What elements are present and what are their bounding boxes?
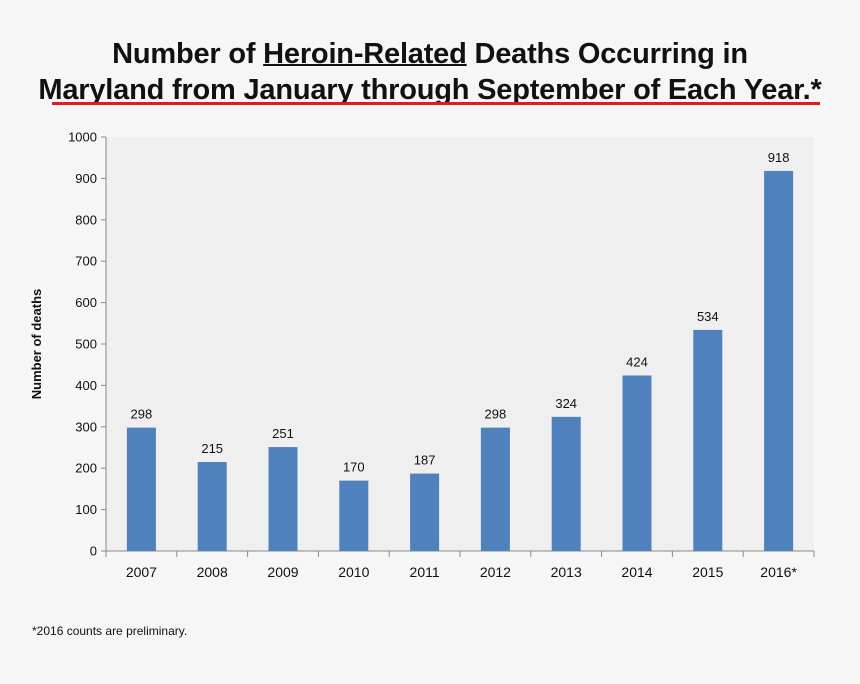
y-tick-label: 600 — [75, 295, 97, 310]
bar-2014 — [622, 375, 652, 551]
data-label: 534 — [697, 309, 719, 324]
y-tick-label: 900 — [75, 171, 97, 186]
x-tick-label: 2012 — [480, 564, 511, 580]
y-tick-label: 200 — [75, 461, 97, 476]
y-tick-label: 1000 — [68, 130, 97, 145]
data-label: 298 — [131, 407, 153, 422]
data-label: 215 — [201, 441, 223, 456]
title-line-2: Maryland from January through September … — [38, 74, 822, 106]
x-tick-label: 2010 — [338, 564, 369, 580]
bar-2013 — [551, 416, 581, 551]
data-label: 298 — [485, 407, 507, 422]
x-tick-label: 2014 — [621, 564, 652, 580]
bar-2012 — [480, 427, 510, 551]
bar-2015 — [693, 329, 723, 551]
data-label: 918 — [768, 150, 790, 165]
x-tick-label: 2011 — [410, 564, 440, 580]
data-label: 251 — [272, 426, 294, 441]
x-tick-label: 2013 — [551, 564, 582, 580]
y-tick-label: 500 — [75, 337, 97, 352]
bar-2007 — [126, 427, 156, 551]
y-tick-label: 300 — [75, 419, 97, 434]
x-tick-label: 2009 — [267, 564, 298, 580]
data-label: 187 — [414, 453, 436, 468]
y-tick-label: 100 — [75, 502, 97, 517]
data-label: 324 — [555, 396, 577, 411]
title-line-1: Number of Heroin-Related Deaths Occurrin… — [112, 38, 748, 70]
y-tick-label: 700 — [75, 254, 97, 269]
data-label: 424 — [626, 354, 648, 369]
x-tick-label: 2008 — [197, 564, 228, 580]
x-tick-label: 2016* — [760, 564, 797, 580]
y-axis-title: Number of deaths — [29, 289, 44, 400]
bar-2010 — [339, 480, 369, 551]
x-tick-label: 2015 — [692, 564, 723, 580]
chart-title: Number of Heroin-Related Deaths Occurrin… — [0, 36, 860, 108]
data-label: 170 — [343, 460, 365, 475]
footnote: *2016 counts are preliminary. — [32, 624, 188, 638]
bar-2008 — [197, 461, 227, 551]
title-underline-rule — [52, 102, 820, 105]
bar-2016 — [764, 170, 794, 551]
y-tick-label: 800 — [75, 212, 97, 227]
y-tick-label: 400 — [75, 378, 97, 393]
y-tick-label: 0 — [90, 544, 97, 559]
bar-2011 — [410, 473, 440, 551]
bar-2009 — [268, 447, 298, 551]
x-tick-label: 2007 — [126, 564, 157, 580]
